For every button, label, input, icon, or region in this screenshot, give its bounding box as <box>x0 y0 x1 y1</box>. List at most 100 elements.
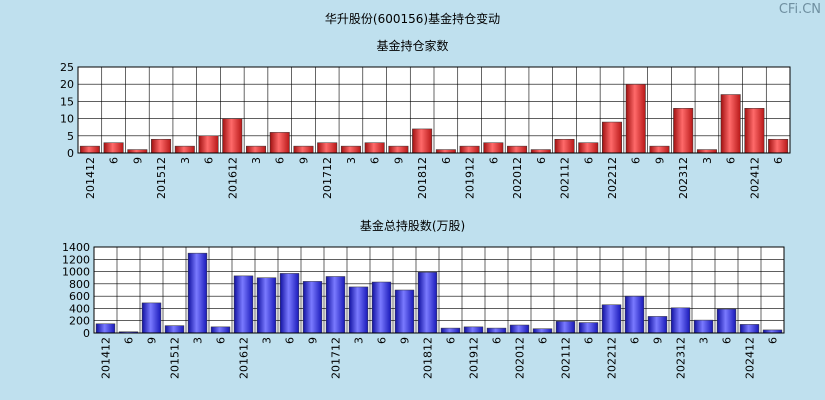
chart2-bar <box>555 321 576 334</box>
chart2-bar <box>670 307 691 334</box>
chart2-x-tick-label: 201912 <box>468 337 481 379</box>
chart2-x-tick-label: 201612 <box>238 337 251 379</box>
chart1-y-tick-label: 0 <box>67 147 74 160</box>
chart2-x-tick-label: 6 <box>376 337 389 344</box>
chart2-x-tick-label: 6 <box>284 337 297 344</box>
chart1-x-tick-label: 201712 <box>321 157 334 199</box>
chart1-bar <box>507 145 528 154</box>
chart2-x-tick-label: 9 <box>399 337 412 344</box>
chart2-x-tick-label: 3 <box>261 337 274 344</box>
chart1-bar <box>222 118 243 154</box>
chart2-x-tick-label: 6 <box>445 337 458 344</box>
chart2-bar <box>371 281 392 334</box>
chart2-x-tick-label: 9 <box>307 337 320 344</box>
chart2-x-tick-label: 6 <box>767 337 780 344</box>
chart2-x-tick-label: 6 <box>629 337 642 344</box>
chart1-bar <box>151 138 172 154</box>
chart1-x-tick-label: 9 <box>297 157 310 164</box>
chart1-y-tick-label: 25 <box>60 61 74 74</box>
chart2-x-tick-label: 201712 <box>330 337 343 379</box>
chart2-x-tick-label: 201512 <box>169 337 182 379</box>
chart2-bar <box>348 286 369 334</box>
chart1-bar <box>649 145 670 154</box>
chart1-bar <box>435 149 456 154</box>
chart2-bar <box>578 322 599 334</box>
chart1-bar <box>412 128 433 154</box>
chart1-x-tick-label: 201912 <box>464 157 477 199</box>
chart2-y-tick-label: 1000 <box>62 266 90 279</box>
chart1-x-tick-label: 6 <box>487 157 500 164</box>
chart1-frame <box>77 66 791 154</box>
chart1-bar <box>246 145 266 154</box>
chart1-bar <box>79 145 100 154</box>
chart2-x-tick-label: 202412 <box>744 337 757 379</box>
chart1-x-tick-label: 202012 <box>511 157 524 199</box>
chart2-bar <box>417 271 438 334</box>
chart2-bar <box>624 295 645 334</box>
chart1-x-tick-label: 202312 <box>677 157 690 199</box>
chart2-x-tick-label: 202112 <box>560 337 573 379</box>
chart1-x-tick-label: 202112 <box>559 157 572 199</box>
chart2-y-tick-label: 1200 <box>62 253 90 266</box>
chart1-bar <box>744 108 765 154</box>
chart1-y-tick-label: 15 <box>60 95 74 108</box>
chart2-x-tick-label: 9 <box>146 337 159 344</box>
chart1-x-tick-label: 201512 <box>155 157 168 199</box>
chart1-x-tick-label: 9 <box>131 157 144 164</box>
chart1-bar <box>364 142 385 154</box>
chart2-x-tick-label: 202312 <box>675 337 688 379</box>
chart2-bar <box>256 277 277 334</box>
chart2-y-tick-label: 400 <box>69 302 90 315</box>
chart1-x-tick-label: 202412 <box>748 157 761 199</box>
chart1-bar <box>696 149 717 154</box>
chart1-x-tick-label: 6 <box>725 157 738 164</box>
chart1-bar <box>578 142 599 154</box>
chart1-y-tick-label: 5 <box>67 130 74 143</box>
chart2-bar <box>463 326 484 334</box>
chart2-bar <box>601 304 622 334</box>
chart2-bar <box>164 325 185 334</box>
chart2-bar <box>693 319 714 334</box>
chart2-x-tick-label: 6 <box>721 337 734 344</box>
chart2-y-tick-label: 200 <box>69 315 90 328</box>
chart1-bar <box>530 149 551 154</box>
chart2-frame <box>93 246 785 334</box>
chart1-bar <box>459 145 480 154</box>
main-title: 华升股份(600156)基金持仓变动 <box>324 12 501 26</box>
chart1-x-tick-label: 6 <box>582 157 595 164</box>
chart1-bar <box>625 83 646 154</box>
chart1-x-tick-label: 6 <box>108 157 121 164</box>
chart2-x-tick-label: 202012 <box>514 337 527 379</box>
chart1-bar <box>673 108 694 154</box>
chart1-x-tick-label: 3 <box>250 157 263 164</box>
chart1-bar <box>388 145 409 154</box>
chart2-x-tick-label: 201812 <box>422 337 435 379</box>
chart1-y-tick-label: 10 <box>60 113 74 126</box>
chart1-bar <box>340 145 361 154</box>
chart2-x-tick-label: 3 <box>353 337 366 344</box>
chart2-bar <box>394 289 415 334</box>
chart1-title: 基金持仓家数 <box>376 39 449 53</box>
chart1-bar <box>768 138 789 154</box>
chart1-bar <box>127 149 148 154</box>
chart1-x-tick-label: 201412 <box>84 157 97 199</box>
chart2-title: 基金总持股数(万股) <box>359 219 466 233</box>
chart1-x-tick-label: 6 <box>203 157 216 164</box>
chart2-y-tick-label: 1400 <box>62 241 90 254</box>
watermark-logo: CFi.CN <box>778 2 821 17</box>
chart2-bar <box>141 302 162 334</box>
chart2-bar <box>532 328 553 334</box>
chart2-bar <box>279 273 300 334</box>
chart2-bar <box>486 327 507 334</box>
chart2-x-tick-label: 6 <box>491 337 504 344</box>
chart1-x-tick-label: 6 <box>274 157 287 164</box>
chart1-bar <box>317 142 338 154</box>
chart2-x-tick-label: 202212 <box>606 337 619 379</box>
chart1-x-tick-label: 3 <box>179 157 192 164</box>
chart2-x-tick-label: 6 <box>537 337 550 344</box>
chart2-y-tick-label: 600 <box>69 290 90 303</box>
chart1-bar <box>720 94 741 154</box>
chart2-x-tick-label: 6 <box>583 337 596 344</box>
